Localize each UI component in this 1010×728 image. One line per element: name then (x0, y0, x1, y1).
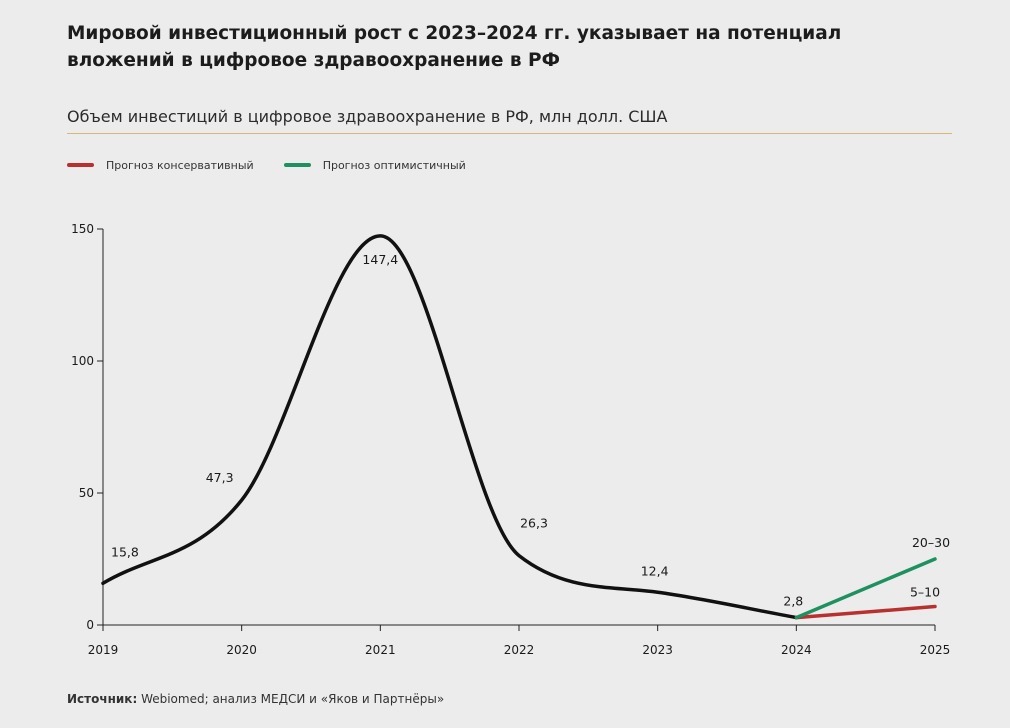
x-tick-label-2023: 2023 (642, 643, 673, 657)
legend-label-conservative: Прогноз консервативный (106, 158, 254, 172)
x-tick-label-2020: 2020 (226, 643, 257, 657)
y-tick-label-150: 150 (71, 222, 94, 236)
data-label-2019: 15,8 (111, 544, 139, 559)
data-label-2022: 26,3 (520, 516, 548, 531)
y-tick-label-100: 100 (71, 354, 94, 368)
source-text: Webiomed; анализ МЕДСИ и «Яков и Партнёр… (137, 692, 445, 706)
series-actual-line (101, 234, 799, 620)
data-label-2020: 47,3 (206, 470, 234, 485)
data-label-2023: 12,4 (641, 563, 669, 578)
legend-swatch-optimistic (283, 163, 311, 167)
series-optimistic-line (794, 557, 937, 620)
series-conservative-line (794, 604, 937, 620)
legend-swatch-conservative (67, 163, 94, 167)
x-tick-label-2025: 2025 (920, 643, 951, 657)
data-label-2024: 2,8 (783, 594, 803, 609)
data-label-2021: 147,4 (362, 252, 398, 267)
page-title: Мировой инвестиционный рост с 2023–2024 … (67, 23, 842, 71)
chart-title: Объем инвестиций в цифровое здравоохране… (67, 107, 668, 126)
data-label-conservative-2025: 5–10 (910, 585, 940, 600)
title-divider (67, 133, 952, 134)
chart-legend: Прогноз консервативный Прогноз оптимисти… (67, 157, 496, 173)
legend-item-conservative: Прогноз консервативный (67, 159, 254, 172)
x-tick-label-2019: 2019 (88, 643, 119, 657)
data-label-optimistic-2025: 20–30 (912, 535, 950, 550)
x-tick-label-2022: 2022 (504, 643, 535, 657)
y-tick-label-0: 0 (86, 618, 94, 632)
source-label: Источник: (67, 692, 138, 706)
x-tick-label-2021: 2021 (365, 643, 396, 657)
x-tick-label-2024: 2024 (781, 643, 812, 657)
legend-item-optimistic: Прогноз оптимистичный (283, 158, 466, 172)
legend-label-optimistic: Прогноз оптимистичный (322, 158, 466, 172)
y-tick-label-50: 50 (79, 486, 94, 500)
source-note: Источник: Webiomed; анализ МЕДСИ и «Яков… (67, 692, 444, 706)
